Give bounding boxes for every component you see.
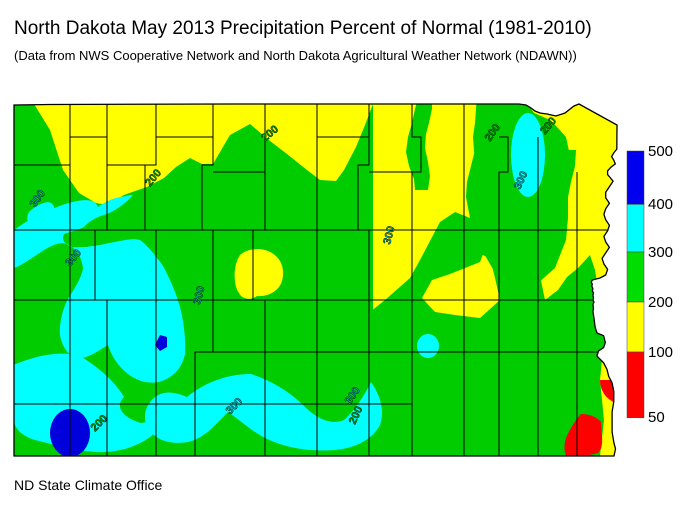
svg-text:400: 400 <box>648 196 673 213</box>
svg-text:200: 200 <box>405 83 424 105</box>
svg-text:50: 50 <box>648 409 665 426</box>
svg-text:200: 200 <box>648 294 673 311</box>
svg-text:200: 200 <box>23 85 43 107</box>
svg-text:300: 300 <box>648 244 673 261</box>
svg-text:500: 500 <box>648 143 673 160</box>
svg-text:100: 100 <box>648 344 673 361</box>
